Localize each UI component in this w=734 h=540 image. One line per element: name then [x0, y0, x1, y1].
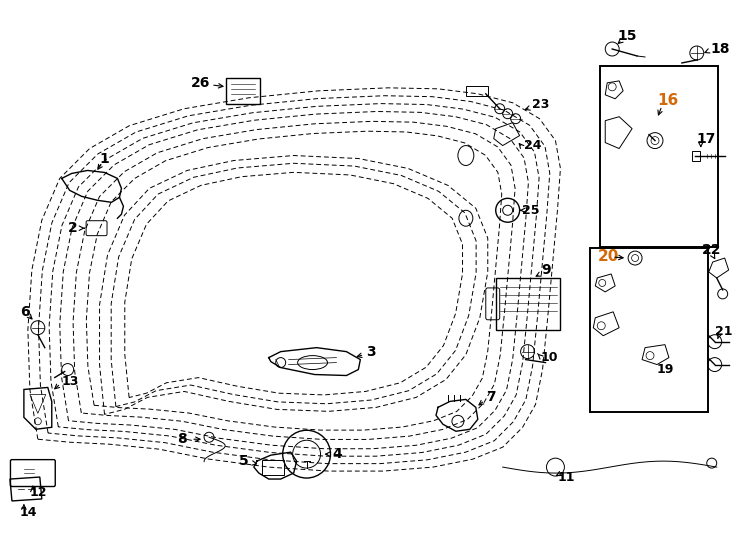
Text: 17: 17: [697, 132, 716, 146]
Text: 5: 5: [239, 454, 249, 468]
Text: 23: 23: [531, 98, 549, 111]
Bar: [495, 278, 561, 330]
Text: 3: 3: [366, 345, 376, 359]
Text: 9: 9: [542, 263, 551, 277]
Text: 15: 15: [617, 29, 636, 43]
Bar: [262, 460, 284, 475]
Text: 10: 10: [540, 351, 558, 364]
Text: 20: 20: [597, 248, 619, 264]
Text: 25: 25: [522, 204, 539, 217]
Text: 13: 13: [62, 375, 79, 388]
Text: 14: 14: [20, 507, 37, 519]
Text: 16: 16: [657, 93, 678, 109]
Text: 1: 1: [100, 152, 109, 166]
Text: 7: 7: [486, 390, 495, 404]
Text: 24: 24: [523, 139, 541, 152]
Text: 4: 4: [333, 447, 342, 461]
Text: 21: 21: [715, 325, 733, 338]
Text: 6: 6: [20, 305, 29, 319]
Text: 22: 22: [702, 243, 722, 257]
Bar: [466, 86, 488, 96]
Bar: [692, 151, 700, 160]
Text: 2: 2: [68, 221, 78, 235]
Text: 18: 18: [711, 42, 730, 56]
Text: 12: 12: [30, 487, 48, 500]
Text: 19: 19: [657, 363, 675, 376]
Text: 11: 11: [557, 470, 575, 483]
Text: 26: 26: [191, 76, 211, 90]
Bar: [590, 248, 708, 413]
Text: 8: 8: [177, 432, 187, 446]
Bar: [600, 66, 718, 247]
